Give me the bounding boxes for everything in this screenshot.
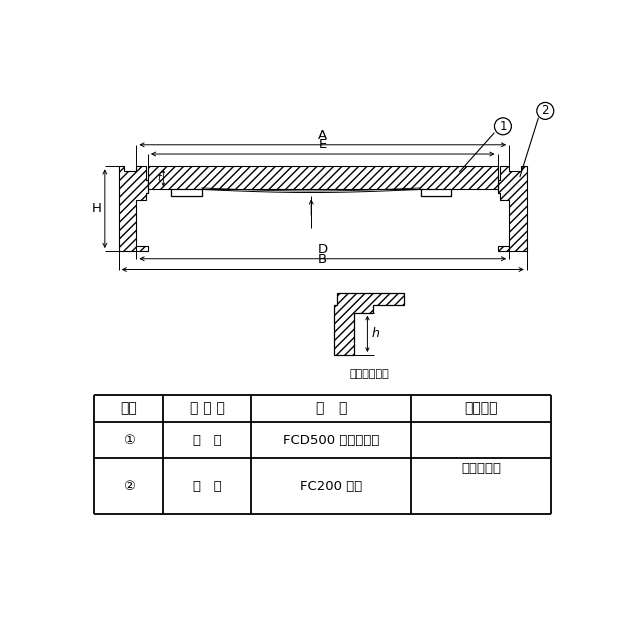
Text: h: h [371,327,379,340]
Text: 2: 2 [542,104,549,118]
Polygon shape [334,293,404,355]
Text: E: E [319,138,327,151]
Polygon shape [498,166,527,251]
Polygon shape [171,189,202,196]
Text: ①: ① [123,433,135,447]
Text: 锈止め塗装: 锈止め塗装 [461,462,501,475]
Text: 1: 1 [499,120,507,133]
Text: 表面処理: 表面処理 [465,401,498,416]
Text: 部番: 部番 [120,401,137,416]
Text: D: D [318,243,328,255]
Text: FC200 镃鉄: FC200 镃鉄 [300,480,362,493]
Polygon shape [421,189,452,196]
Text: ふた端部寸法: ふた端部寸法 [349,369,389,379]
Text: B: B [318,253,327,267]
Polygon shape [119,166,148,251]
Text: t: t [157,173,161,183]
Text: FCD500 ダクタイル: FCD500 ダクタイル [283,433,379,447]
Text: ②: ② [123,480,135,493]
Text: A: A [318,129,327,142]
Text: ふ   た: ふ た [193,433,221,447]
Text: 材   質: 材 質 [316,401,347,416]
Polygon shape [146,180,148,192]
Text: 部 品 名: 部 品 名 [190,401,225,416]
Text: 受   枞: 受 枞 [193,480,221,493]
Text: H: H [92,202,102,215]
Polygon shape [148,166,498,196]
